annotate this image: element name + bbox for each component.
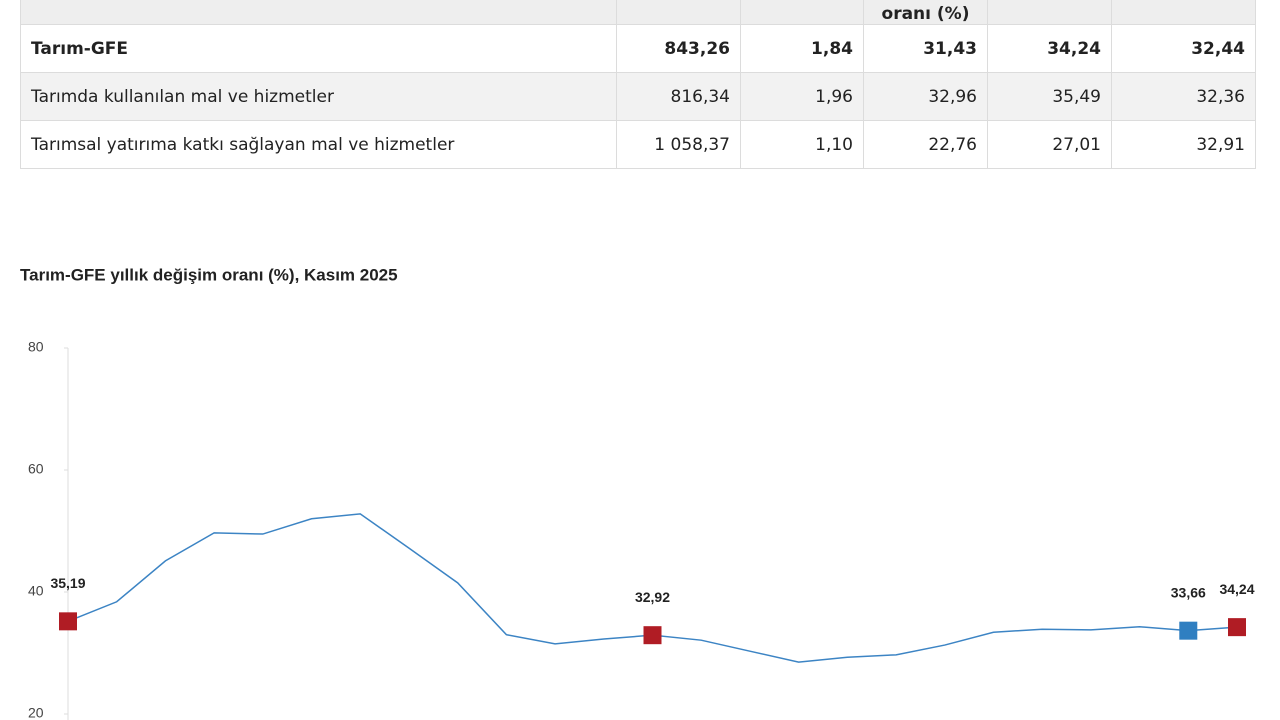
data-label: 34,24 (1219, 581, 1254, 597)
y-tick-label: 80 (28, 339, 44, 355)
data-label: 33,66 (1171, 584, 1206, 600)
table-cell: 27,01 (987, 120, 1112, 169)
table-cell: Tarımsal yatırıma katkı sağlayan mal ve … (20, 120, 617, 169)
table-cell: 1,10 (740, 120, 864, 169)
table-row: Tarımsal yatırıma katkı sağlayan mal ve … (20, 120, 1256, 169)
header-row: oranı (%) (20, 0, 1256, 25)
table-cell: 32,36 (1111, 72, 1256, 121)
chart-title: Tarım-GFE yıllık değişim oranı (%), Kası… (20, 265, 398, 284)
table-cell: 1,84 (740, 24, 864, 73)
table-cell: 31,43 (863, 24, 988, 73)
point-marker (1228, 618, 1246, 637)
table-cell: 816,34 (616, 72, 741, 121)
table-cell: 32,96 (863, 72, 988, 121)
table-cell: Tarım-GFE (20, 24, 617, 73)
point-marker (643, 626, 662, 645)
point-marker (1179, 621, 1198, 640)
table-cell: 34,24 (987, 24, 1112, 73)
table-cell: 32,91 (1111, 120, 1256, 169)
y-tick-label: 60 (28, 461, 44, 477)
y-tick-label: 20 (28, 705, 44, 720)
table-cell: 1,96 (740, 72, 864, 121)
data-table: oranı (%) Tarım-GFE 843,26 1,84 31,43 34,24 3… (20, 0, 1256, 169)
data-label: 35,19 (50, 575, 85, 591)
data-label: 32,92 (635, 589, 670, 605)
point-marker (59, 612, 77, 631)
y-tick-label: 40 (28, 583, 44, 599)
table-cell: 1 058,37 (616, 120, 741, 169)
table-cell: 22,76 (863, 120, 988, 169)
